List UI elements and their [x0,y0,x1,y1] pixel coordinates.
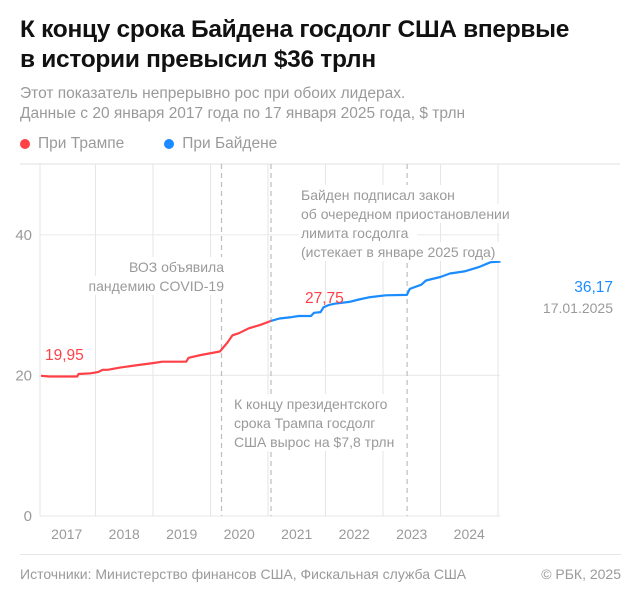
annotation-background [299,204,516,223]
x-tick-label: 2018 [109,526,140,542]
x-tick-label: 2020 [224,526,255,542]
end-date-label: 17.01.2025 [543,300,613,316]
biden-end-value-label: 36,17 [574,279,613,296]
series-line-trump [40,319,272,378]
line-chart: 0 20 40 2017 2018 2019 2020 2021 2022 2023 2024 19,… [15,163,620,542]
start-value-label: 19,95 [45,347,84,364]
series-line-biden [270,260,501,322]
legend: При Трампе При Байдене [20,135,277,153]
subtitle-line: Данные с 20 января 2017 года по 17 январ… [20,105,466,122]
annotation-background [232,394,404,413]
x-tick-label: 2023 [396,526,427,542]
y-tick-label: 0 [24,508,32,525]
event-annotation: пандемию COVID-19 [89,278,225,294]
event-annotation: (истекает в январе 2025 года) [301,244,495,260]
event-annotation: США вырос на $7,8 трлн [234,434,394,450]
chart-subtitle: Этот показатель непрерывно рос при обоих… [20,84,465,124]
annotation-background [232,432,404,451]
title-line: в истории превысил $36 трлн [20,46,376,73]
event-annotation: об очередном приостановлении [301,206,510,222]
footer-copyright: © РБК, 2025 [541,566,621,582]
subtitle-line: Этот показатель непрерывно рос при обоих… [20,85,406,102]
legend-label: При Трампе [38,135,125,152]
legend-dot-icon [164,139,175,149]
annotation-background [299,185,463,204]
event-annotation: ВОЗ объявила [129,259,224,275]
x-tick-label: 2022 [339,526,370,542]
event-annotation: К концу президентского [234,396,388,412]
chart-title: К концу срока Байдена госдолг США впервы… [20,15,630,75]
event-annotation: срока Трампа госдолг [234,415,375,431]
footer-divider [20,554,621,555]
legend-dot-icon [20,139,30,149]
y-tick-label: 40 [15,227,32,244]
footer-sources: Источники: Министерство финансов США, Фи… [20,566,467,582]
annotation-background [299,223,417,242]
legend-item-biden: При Байдене [164,135,277,153]
annotation-background [299,242,524,261]
legend-label: При Байдене [182,135,278,152]
event-annotation: Байден подписал закон [301,187,455,203]
annotation-background [232,413,388,432]
x-tick-label: 2024 [454,526,485,542]
x-tick-label: 2017 [51,526,82,542]
annotation-background [92,276,226,295]
trump-end-value-label: 27,75 [305,290,344,307]
annotation-background [130,257,226,276]
legend-item-trump: При Трампе [20,135,124,153]
x-tick-label: 2019 [166,526,197,542]
event-annotation: лимита госдолга [301,225,409,241]
label-background [538,276,614,322]
x-tick-label: 2021 [281,526,312,542]
title-line: К концу срока Байдена госдолг США впервы… [20,16,570,43]
y-tick-label: 20 [15,367,32,384]
